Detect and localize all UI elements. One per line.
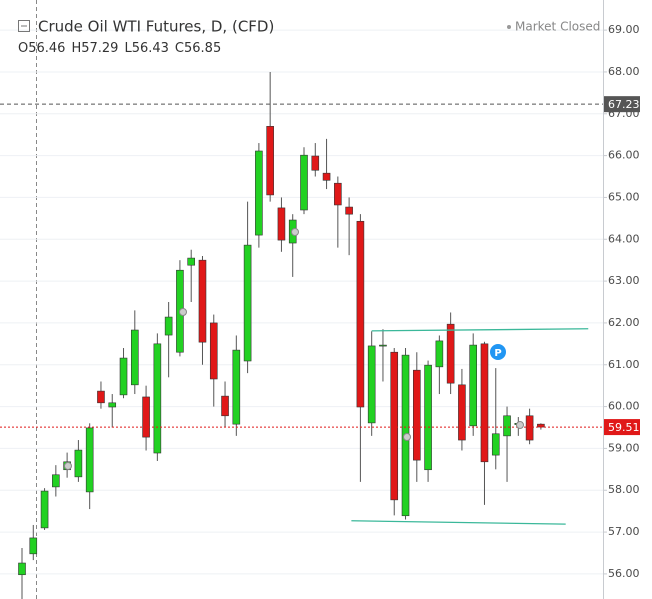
ohlc-key: C (175, 41, 184, 56)
y-tick-label: 60.00 (608, 400, 640, 413)
candle-body (379, 344, 387, 347)
candle-body (266, 126, 274, 196)
order-dot (291, 228, 299, 236)
candle-body (435, 340, 444, 368)
y-tick-label: 65.00 (608, 190, 640, 203)
y-tick-label: 69.00 (608, 23, 640, 36)
candle-body (209, 322, 218, 380)
candle-body (232, 349, 241, 425)
candle-body (18, 562, 26, 576)
candle-body (40, 490, 49, 529)
candle-body (424, 364, 432, 471)
marker[interactable] (490, 344, 506, 360)
candle-body (356, 220, 365, 408)
candle-body (491, 433, 500, 456)
ohlc-legend: O56.46 H57.29 L56.43 C56.85 (18, 41, 221, 56)
collapse-icon[interactable] (18, 20, 30, 32)
candle-body (29, 537, 38, 555)
candle-body (108, 402, 117, 408)
price-label-box (604, 96, 640, 113)
candle-body (446, 323, 455, 384)
trend-line (351, 520, 566, 525)
candle-body (153, 343, 162, 454)
header: Crude Oil WTI Futures, D, (CFD) Market C… (18, 18, 600, 56)
candle-body (525, 415, 534, 441)
y-tick-label: 64.00 (608, 232, 640, 245)
candle-body (277, 207, 286, 241)
candle-body (322, 172, 331, 181)
price-label: 59.51 (608, 421, 640, 434)
candle-body (142, 396, 150, 438)
y-tick-label: 57.00 (608, 525, 640, 538)
candle-body (119, 357, 128, 396)
candle-body (334, 182, 342, 206)
candle-body (187, 257, 195, 266)
candle-body (74, 449, 83, 478)
candle-body (469, 344, 478, 427)
candle-body (131, 329, 139, 386)
y-tick-label: 62.00 (608, 316, 640, 329)
trend-line (371, 328, 589, 332)
order-dots (64, 228, 524, 470)
candle-body (198, 259, 207, 343)
status: Market Closed (515, 20, 600, 34)
plot (0, 71, 603, 599)
y-tick-label: 61.00 (608, 358, 640, 371)
ohlc-value: 57.29 (81, 41, 118, 56)
ohlc-value: 56.85 (184, 41, 221, 56)
y-tick-label: 66.00 (608, 149, 640, 162)
order-dot (64, 462, 72, 470)
ohlc-key: O (18, 41, 28, 56)
y-axis: 56.00 57.00 58.00 59.00 60.00 61.00 62.00 63.00… (603, 23, 640, 580)
candle-body (164, 316, 173, 336)
candle-body (367, 345, 376, 424)
candle-body (97, 390, 105, 404)
y-tick-label: 59.00 (608, 441, 640, 454)
order-dot (516, 421, 524, 429)
candle-body (345, 206, 353, 215)
candle-body (311, 155, 320, 171)
y-tick-label: 63.00 (608, 274, 640, 287)
ohlc-value: 56.46 (28, 41, 65, 56)
y-tick-label: 58.00 (608, 483, 640, 496)
y-tick-label: 68.00 (608, 65, 640, 78)
candle-body (255, 150, 263, 236)
candle-body (221, 395, 229, 417)
candle-body (85, 427, 94, 493)
price-label-box (604, 419, 640, 436)
status-dot (507, 25, 511, 29)
ohlc-key: H (71, 41, 81, 56)
price-label: 67.23 (608, 98, 640, 111)
candle-body (300, 154, 308, 211)
chart-title: Crude Oil WTI Futures, D, (CFD) (38, 18, 274, 36)
y-tick-label: 56.00 (608, 567, 640, 580)
candle-body (412, 369, 421, 461)
candle-body (480, 343, 489, 463)
candle-body (243, 244, 252, 362)
candle-body (458, 384, 466, 441)
ohlc-key: L (124, 41, 132, 56)
marker-label: P (494, 348, 501, 359)
order-dot (403, 433, 411, 441)
candle-body (390, 351, 399, 501)
candle-body (52, 474, 60, 488)
candle-body (503, 415, 511, 437)
ohlc-value: 56.43 (132, 41, 169, 56)
order-dot (179, 308, 187, 316)
